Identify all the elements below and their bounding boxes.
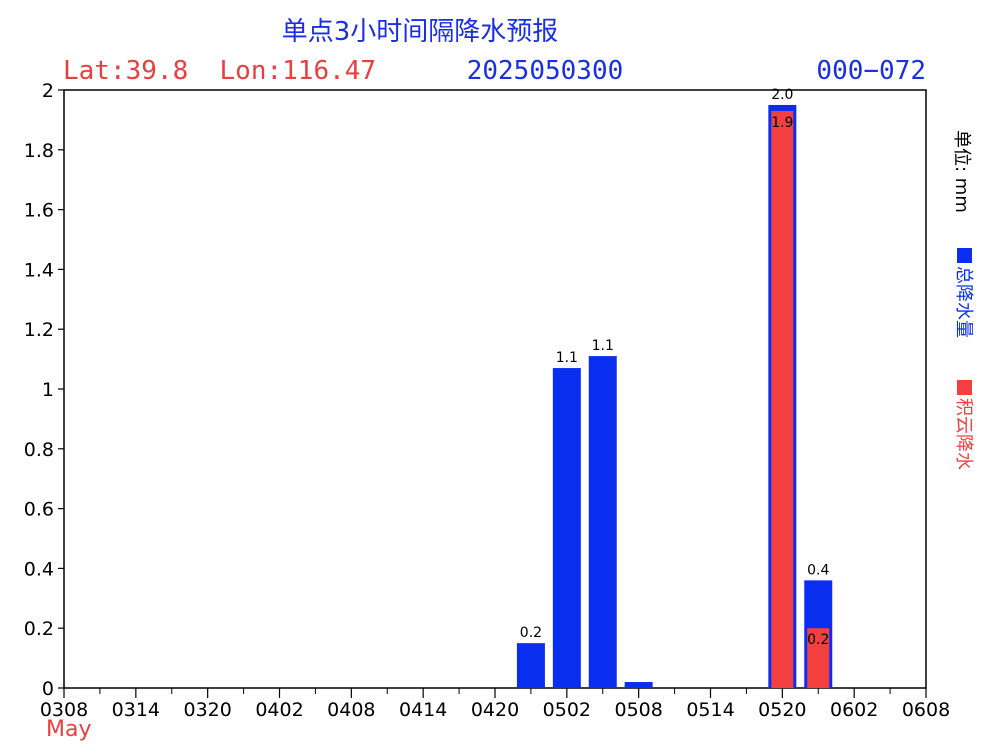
forecast-range-label: 000−072 <box>816 56 926 86</box>
total-precip-swatch <box>957 248 972 263</box>
y-tick-label: 1.2 <box>24 319 54 341</box>
convective-precip-swatch <box>957 380 972 395</box>
convective-precip-bar <box>807 628 830 688</box>
total-precip-bar <box>624 682 653 688</box>
convective-precip-bar <box>771 110 794 689</box>
y-tick-label: 0.6 <box>24 499 54 521</box>
x-tick-label: 0608 <box>902 699 950 721</box>
location-label: Lat:39.8 Lon:116.47 <box>63 56 376 86</box>
plot-frame <box>63 89 927 689</box>
x-tick-label: 0408 <box>327 699 375 721</box>
x-tick-label: 0414 <box>399 699 447 721</box>
total-value-label: 0.2 <box>520 625 542 641</box>
total-value-label: 0.4 <box>807 562 829 578</box>
total-precip-bar <box>588 356 617 688</box>
axes-layer: 0 0.2 0.4 0.6 0.8 1 1.2 1.4 1.6 1.8 2 0308 0314 0320 0… <box>24 80 950 721</box>
x-tick-label: 0420 <box>471 699 519 721</box>
chart-title: 单点3小时间隔降水预报 <box>282 17 559 47</box>
convective-value-label: 0.2 <box>807 632 829 648</box>
x-tick-label: 0520 <box>758 699 806 721</box>
y-tick-label: 1 <box>42 379 54 401</box>
convective-value-label: 1.9 <box>771 115 793 131</box>
svg-text:总降水量: 总降水量 <box>953 266 974 338</box>
x-tick-label: 0308 <box>40 699 88 721</box>
total-precip-bar <box>552 368 581 688</box>
x-tick-label: 0502 <box>543 699 591 721</box>
y-tick-label: 2 <box>42 80 54 102</box>
svg-text:积云降水: 积云降水 <box>953 398 974 470</box>
y-tick-label: 0 <box>42 678 54 700</box>
y-tick-label: 1.6 <box>24 200 54 222</box>
convective-precip-legend: 积云降水 <box>953 398 974 470</box>
x-tick-label: 0602 <box>830 699 878 721</box>
x-tick-label: 0508 <box>614 699 662 721</box>
x-tick-label: 0320 <box>183 699 231 721</box>
x-tick-label: 0402 <box>255 699 303 721</box>
total-precip-legend: 总降水量 <box>953 266 974 338</box>
y-tick-label: 0.8 <box>24 439 54 461</box>
x-tick-label: 0314 <box>112 699 160 721</box>
y-tick-label: 0.4 <box>24 558 54 580</box>
bars-layer: 0.2 1.1 1.1 2.0 0.4 1.9 0.2 <box>516 87 833 689</box>
x-tick-label: 0514 <box>686 699 734 721</box>
month-label: May <box>46 717 91 742</box>
svg-text:单位: mm: 单位: mm <box>951 130 972 213</box>
y-tick-label: 0.2 <box>24 618 54 640</box>
total-precip-bar <box>516 643 545 688</box>
init-time-label: 2025050300 <box>467 56 624 86</box>
unit-label: 单位: mm <box>951 130 972 213</box>
total-value-label: 2.0 <box>771 87 793 103</box>
y-tick-label: 1.4 <box>24 259 54 281</box>
y-tick-label: 1.8 <box>24 140 54 162</box>
total-value-label: 1.1 <box>556 350 578 366</box>
total-value-label: 1.1 <box>592 338 614 354</box>
